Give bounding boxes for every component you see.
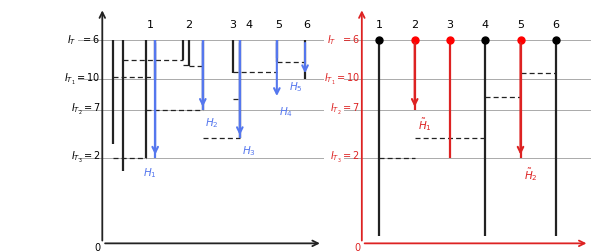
Text: 2: 2 xyxy=(185,20,192,30)
Text: $I_{T_1}=10$: $I_{T_1}=10$ xyxy=(64,72,100,87)
Text: 5: 5 xyxy=(275,20,282,30)
Text: $I_{T_3}=2$: $I_{T_3}=2$ xyxy=(71,150,100,165)
Text: 2: 2 xyxy=(411,20,418,30)
Text: $\tilde{H}_1$: $\tilde{H}_1$ xyxy=(418,116,432,133)
Text: 6: 6 xyxy=(303,20,310,30)
Text: 0: 0 xyxy=(94,243,100,252)
Text: $H_3$: $H_3$ xyxy=(242,144,256,158)
Text: 0: 0 xyxy=(354,243,360,252)
Text: 1: 1 xyxy=(146,20,153,30)
Text: $I_{T_2}=7$: $I_{T_2}=7$ xyxy=(330,102,360,117)
Text: $H_4$: $H_4$ xyxy=(279,105,293,119)
Text: $H_1$: $H_1$ xyxy=(143,166,156,180)
Text: $\tilde{H}_2$: $\tilde{H}_2$ xyxy=(524,166,538,183)
Text: 4: 4 xyxy=(482,20,489,30)
Text: $I_{T_2}=7$: $I_{T_2}=7$ xyxy=(70,102,100,117)
Text: $H_2$: $H_2$ xyxy=(205,116,218,130)
Text: 5: 5 xyxy=(517,20,524,30)
Text: 1: 1 xyxy=(376,20,383,30)
Text: 3: 3 xyxy=(447,20,454,30)
Text: $H_5$: $H_5$ xyxy=(289,80,303,94)
Text: $I_T\ \ =6$: $I_T\ \ =6$ xyxy=(67,33,100,47)
Text: $I_T\ \ =6$: $I_T\ \ =6$ xyxy=(327,33,360,47)
Text: 3: 3 xyxy=(229,20,236,30)
Text: $I_{T_3}=2$: $I_{T_3}=2$ xyxy=(330,150,360,165)
Text: 6: 6 xyxy=(552,20,559,30)
Text: 4: 4 xyxy=(245,20,252,30)
Text: $I_{T_1}=10$: $I_{T_1}=10$ xyxy=(324,72,360,87)
